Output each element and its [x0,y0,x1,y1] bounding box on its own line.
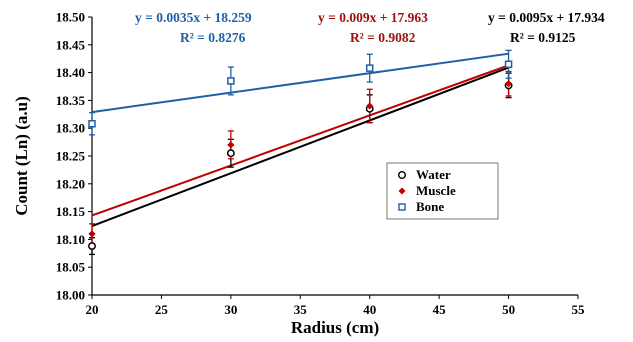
legend-water-label: Water [416,167,451,182]
data-point-water [226,149,235,158]
y-tick-label: 18.30 [56,121,85,136]
trendline-bone [91,52,509,114]
equation-bone: y = 0.0035x + 18.259 R² = 0.8276 [135,10,252,45]
y-tick-label: 18.05 [56,260,86,275]
equation-bone-text: y = 0.0035x + 18.259 [135,10,252,25]
data-point-bone [365,64,374,72]
data-point-bone [227,77,235,85]
equation-muscle: y = 0.009x + 17.963 R² = 0.9082 [318,10,428,45]
y-tick-label: 18.50 [56,10,85,25]
legend: Water Muscle Bone [386,162,499,220]
x-ticks: 20 25 30 35 40 45 50 55 [86,295,586,317]
y-tick-label: 18.40 [56,65,85,80]
x-tick-label: 50 [502,302,515,317]
y-tick-label: 18.20 [56,176,85,191]
equation-water-r2: R² = 0.9125 [510,30,576,45]
y-ticks: 18.00 18.05 18.10 18.15 18.20 18.25 18.30 18.35… [56,10,92,303]
data-point-muscle [227,141,235,149]
x-tick-label: 40 [363,302,376,317]
legend-bone-marker [398,203,406,211]
equation-muscle-r2: R² = 0.9082 [350,30,416,45]
data-point-muscle [366,102,374,110]
x-tick-label: 30 [224,302,237,317]
legend-bone-label: Bone [416,199,444,214]
x-tick-label: 45 [433,302,447,317]
markers [88,60,513,251]
data-point-bone [504,60,513,69]
x-axis-title: Radius (cm) [291,318,379,337]
legend-muscle-label: Muscle [416,183,456,198]
legend-muscle-marker [398,187,406,195]
x-tick-label: 55 [572,302,586,317]
data-point-water [88,242,96,251]
data-point-muscle [88,230,96,238]
data-point-muscle [504,80,513,88]
legend-water-marker [398,170,407,179]
trendline-muscle [91,64,509,217]
equation-bone-r2: R² = 0.8276 [180,30,246,45]
x-tick-label: 25 [155,302,169,317]
equation-water: y = 0.0095x + 17.934 R² = 0.9125 [488,10,605,45]
y-tick-label: 18.00 [56,288,85,303]
y-tick-label: 18.10 [56,232,85,247]
trendline-water [91,66,509,227]
y-tick-label: 18.35 [56,93,86,108]
equation-muscle-text: y = 0.009x + 17.963 [318,10,428,25]
equation-water-text: y = 0.0095x + 17.934 [488,10,605,25]
y-tick-label: 18.25 [56,149,86,164]
y-tick-label: 18.45 [56,37,86,52]
trendlines [91,52,509,227]
x-tick-label: 20 [86,302,99,317]
data-point-bone [88,120,96,128]
y-tick-label: 18.15 [56,204,86,219]
y-axis-title: Count (Ln) (a.u) [12,96,31,216]
x-tick-label: 35 [294,302,308,317]
